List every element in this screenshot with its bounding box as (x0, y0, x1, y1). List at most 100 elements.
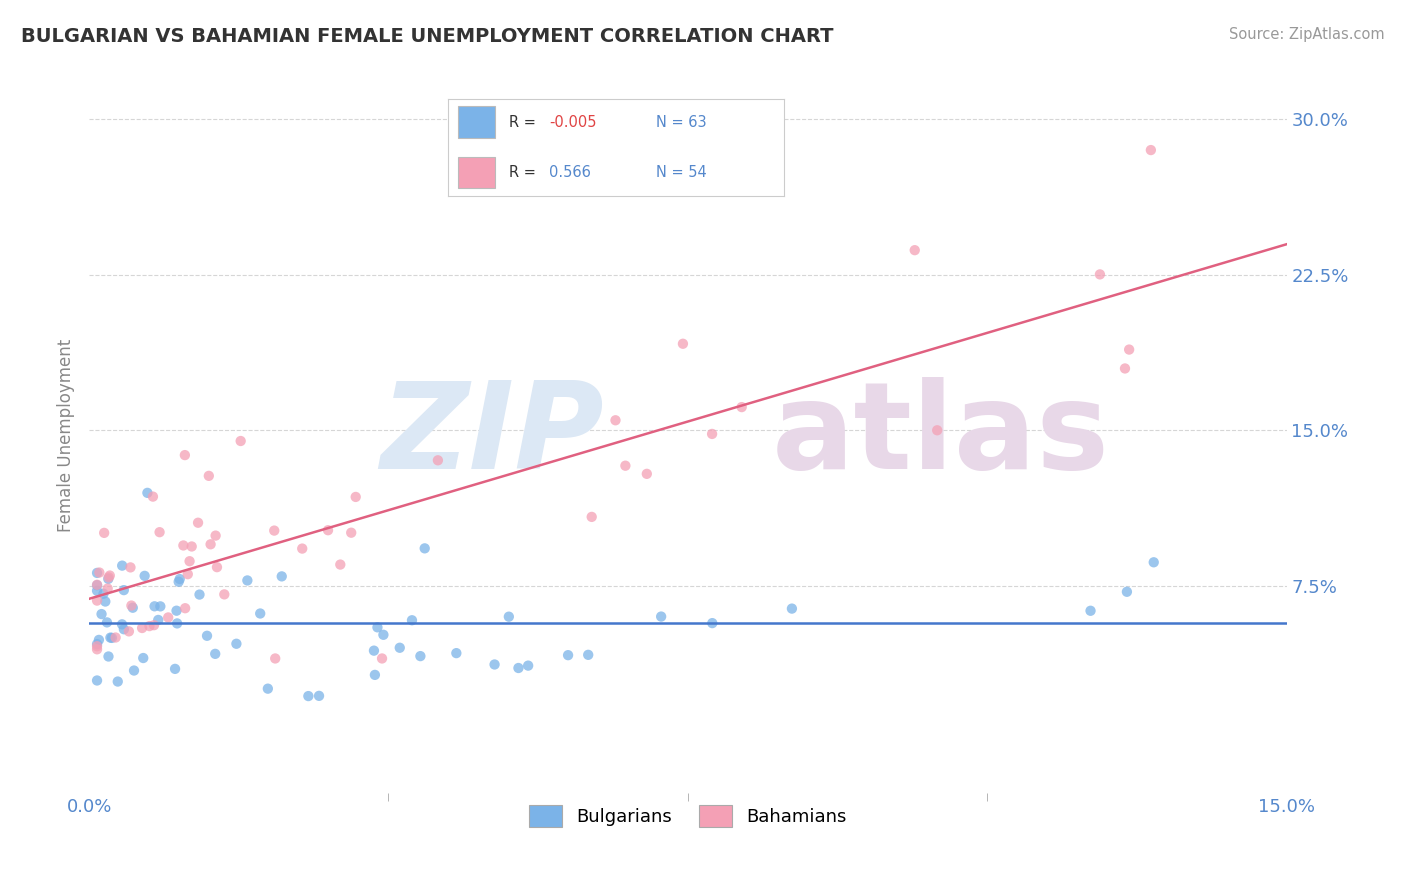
Point (270, 569, 292, 583)
Point (143, 618, 166, 632)
Point (118, 624, 141, 639)
Point (225, 637, 247, 651)
Point (1140, 143, 1163, 157)
Point (1114, 361, 1136, 376)
Point (329, 558, 352, 572)
Point (172, 539, 194, 553)
Point (188, 588, 211, 602)
Point (165, 662, 187, 676)
Point (120, 560, 142, 574)
Point (401, 613, 423, 627)
Point (229, 434, 252, 448)
Point (614, 458, 637, 473)
Point (97, 582, 120, 596)
Point (557, 648, 579, 662)
Point (291, 541, 314, 556)
Point (169, 572, 191, 586)
Point (498, 609, 520, 624)
Point (904, 243, 927, 257)
Point (344, 490, 367, 504)
Point (86, 673, 108, 688)
Text: Source: ZipAtlas.com: Source: ZipAtlas.com (1229, 27, 1385, 42)
Point (132, 651, 155, 665)
Point (409, 649, 432, 664)
Point (87, 632, 110, 647)
Point (195, 629, 218, 643)
Point (104, 631, 127, 645)
Point (86, 583, 108, 598)
Point (173, 448, 195, 462)
Point (363, 643, 385, 657)
Point (138, 619, 160, 633)
Point (93, 587, 115, 601)
Point (576, 648, 599, 662)
Point (257, 681, 280, 696)
Point (484, 657, 506, 672)
Point (90, 607, 112, 621)
Point (371, 651, 394, 665)
Point (700, 426, 723, 441)
Point (93, 525, 115, 540)
Point (1116, 584, 1139, 599)
Point (100, 631, 122, 645)
Point (121, 600, 143, 615)
Point (263, 524, 285, 538)
Point (86, 639, 108, 653)
Point (264, 651, 287, 665)
Point (308, 689, 330, 703)
Point (136, 486, 159, 500)
Point (205, 560, 228, 574)
Text: atlas: atlas (772, 377, 1109, 494)
Point (86, 642, 108, 657)
Point (157, 610, 180, 624)
Point (413, 541, 436, 556)
Point (86, 637, 108, 651)
Point (111, 558, 134, 573)
Point (581, 509, 603, 524)
Point (98, 568, 121, 582)
Point (148, 525, 170, 540)
Point (508, 661, 530, 675)
Point (143, 599, 166, 614)
Point (122, 664, 145, 678)
Text: ZIP: ZIP (380, 377, 605, 494)
Point (166, 616, 188, 631)
Point (198, 468, 221, 483)
Point (426, 453, 449, 467)
Point (174, 601, 197, 615)
Point (605, 413, 627, 427)
Point (1143, 555, 1166, 569)
Point (388, 640, 411, 655)
Point (97, 572, 120, 586)
Point (316, 523, 339, 537)
Point (107, 674, 129, 689)
Point (373, 628, 395, 642)
Point (86, 578, 108, 592)
Point (236, 574, 259, 588)
Y-axis label: Female Unemployment: Female Unemployment (58, 339, 75, 532)
Point (111, 617, 134, 632)
Point (97, 570, 120, 584)
Point (366, 620, 388, 634)
Point (204, 528, 226, 542)
Point (927, 423, 949, 437)
Point (167, 574, 190, 589)
Point (702, 616, 724, 631)
Point (148, 613, 170, 627)
Point (780, 601, 803, 615)
Legend: Bulgarians, Bahamians: Bulgarians, Bahamians (522, 798, 853, 834)
Point (86, 593, 108, 607)
Point (297, 689, 319, 703)
Point (112, 622, 135, 636)
Point (650, 609, 672, 624)
Point (177, 567, 200, 582)
Point (214, 587, 236, 601)
Point (142, 490, 165, 504)
Point (1088, 268, 1111, 282)
Text: BULGARIAN VS BAHAMIAN FEMALE UNEMPLOYMENT CORRELATION CHART: BULGARIAN VS BAHAMIAN FEMALE UNEMPLOYMEN… (21, 27, 834, 45)
Point (97, 649, 120, 664)
Point (672, 336, 695, 351)
Point (249, 607, 271, 621)
Point (94, 594, 117, 608)
Point (340, 525, 363, 540)
